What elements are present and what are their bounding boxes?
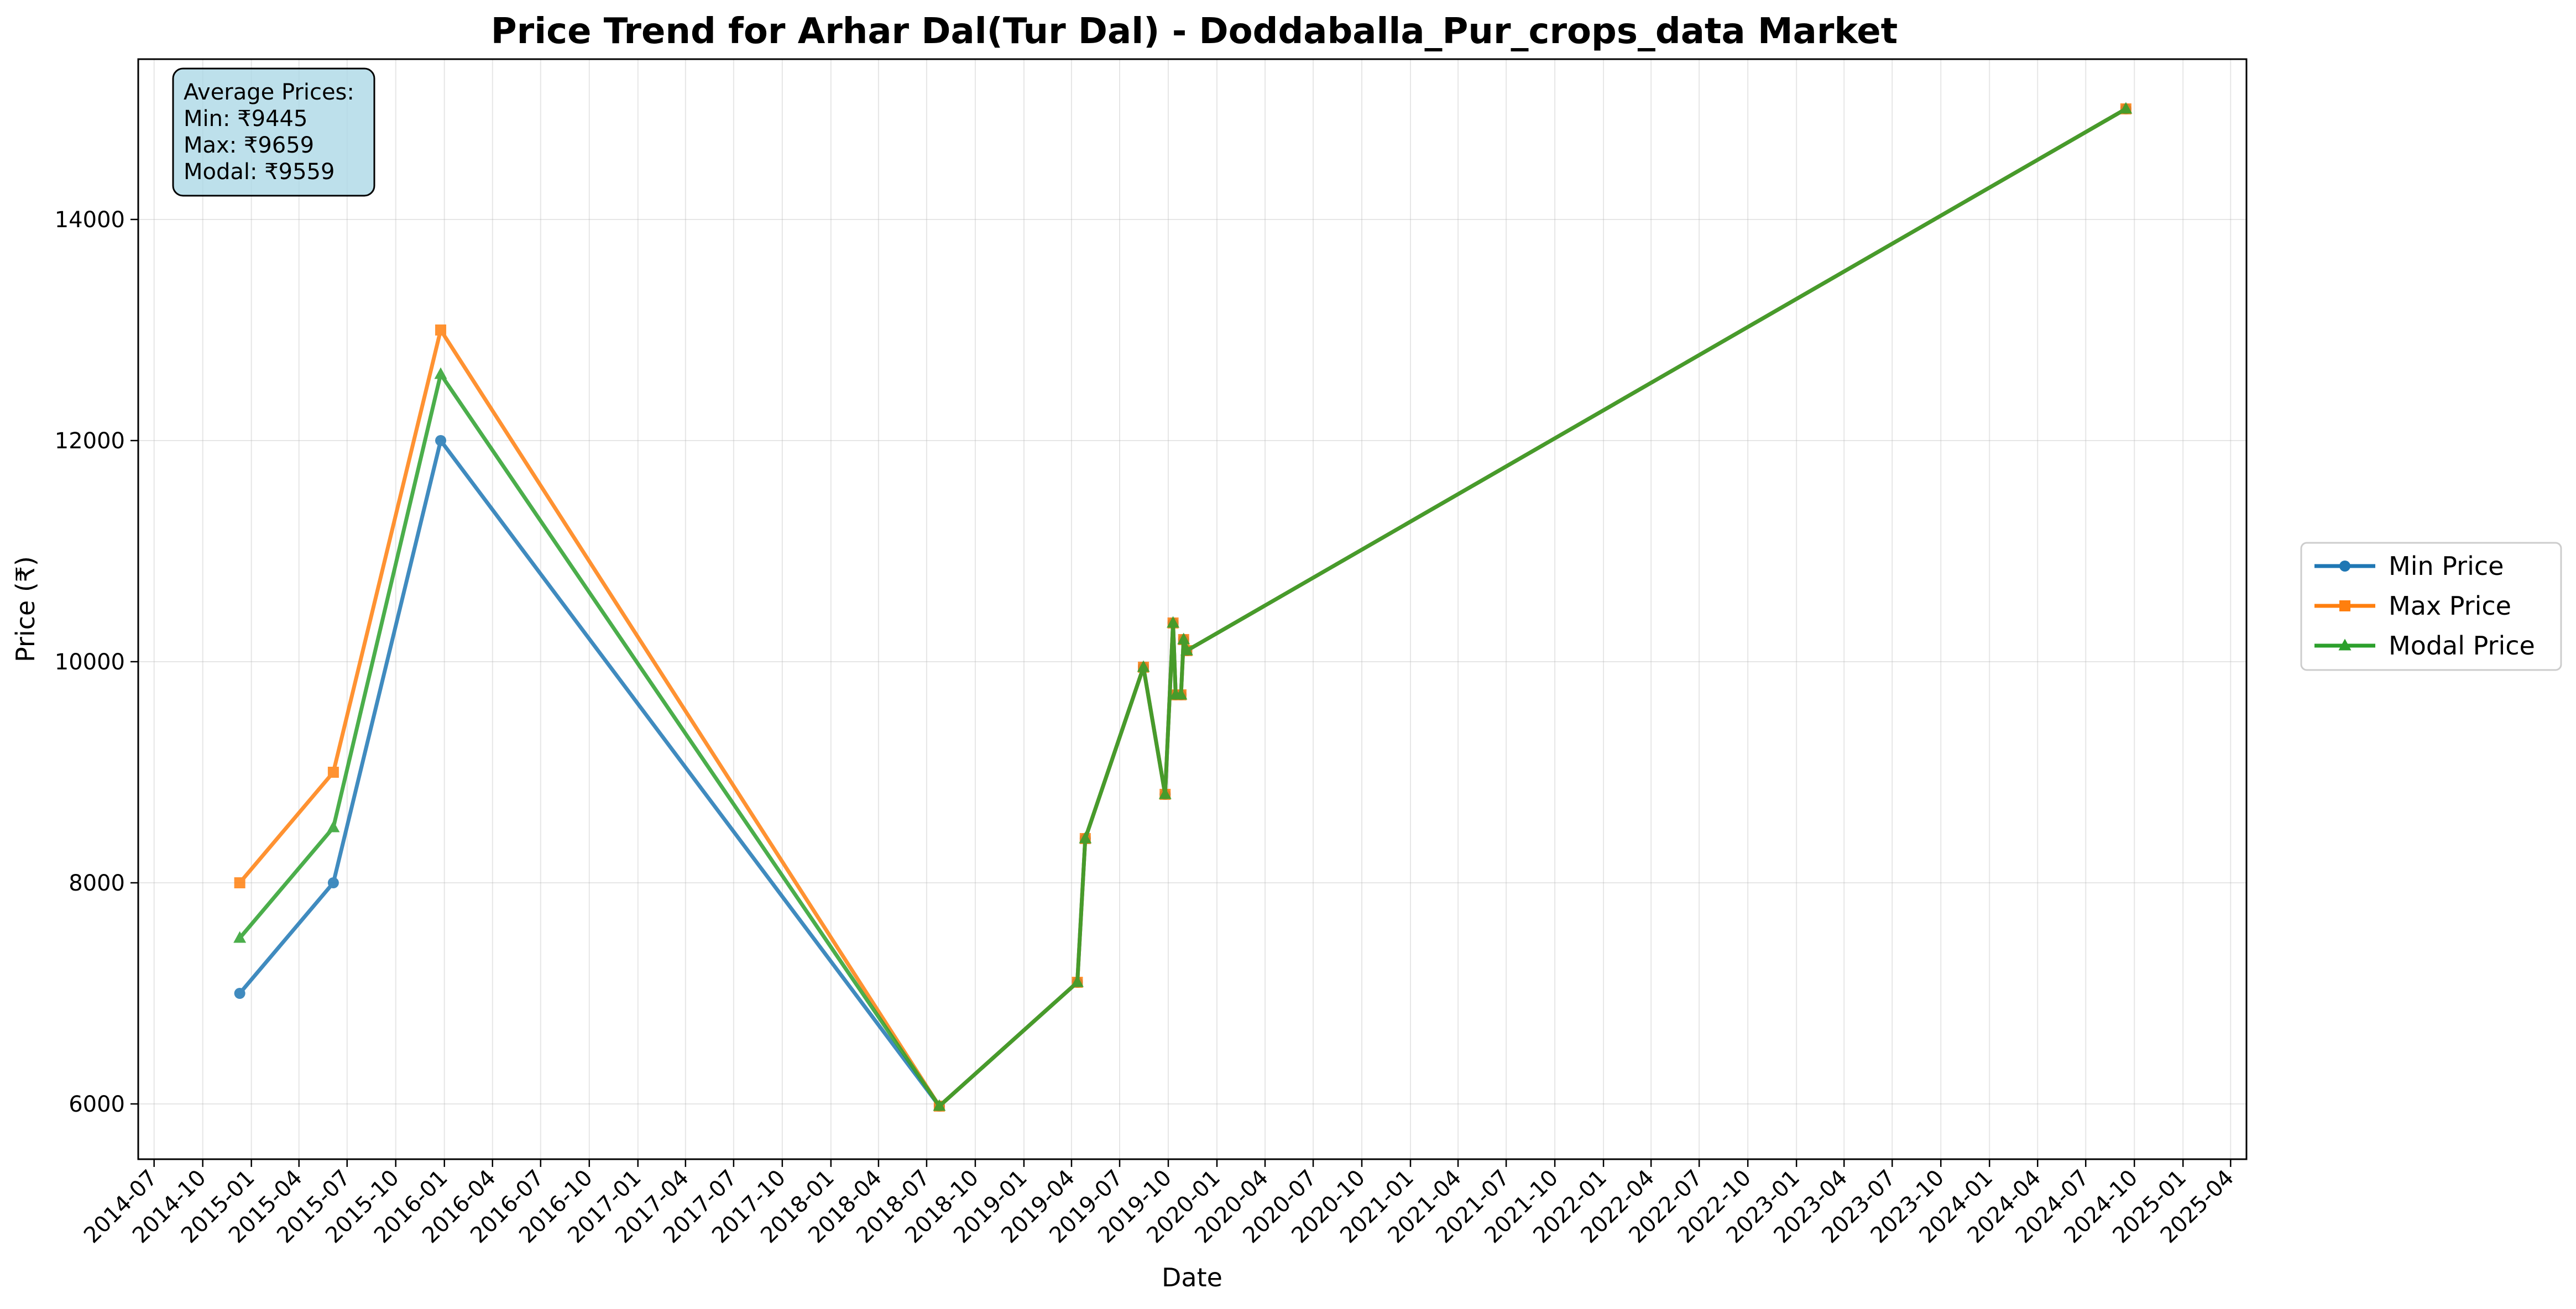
- average-prices-box: Average Prices: Min: ₹9445 Max: ₹9659 Mo…: [172, 67, 375, 197]
- x-axis-label: Date: [1162, 1263, 1222, 1292]
- legend-entry-modal-price: Modal Price: [2314, 631, 2535, 661]
- data-point-modal-price: [2119, 102, 2133, 114]
- y-tick-label: 6000: [69, 1092, 125, 1117]
- legend: Min Price Max Price Modal Price: [2300, 542, 2562, 671]
- y-tick-label: 14000: [55, 207, 125, 233]
- data-point-min-price: [435, 435, 447, 446]
- legend-marker-max-price: [2339, 600, 2350, 611]
- legend-entry-max-price: Max Price: [2314, 591, 2511, 621]
- average-min-price: Min: ₹9445: [184, 106, 307, 132]
- data-point-modal-price: [1158, 787, 1172, 799]
- legend-marker-symbol: [2339, 561, 2350, 572]
- y-tick-label: 12000: [55, 428, 125, 454]
- legend-label-min-price: Min Price: [2389, 551, 2504, 581]
- data-point-modal-price: [1167, 616, 1180, 628]
- average-max-price: Max: ₹9659: [184, 133, 314, 158]
- legend-marker-symbol: [2339, 600, 2350, 611]
- legend-label-max-price: Max Price: [2389, 591, 2511, 621]
- data-point-modal-price: [1070, 975, 1084, 987]
- legend-label-modal-price: Modal Price: [2389, 631, 2535, 661]
- average-prices-heading: Average Prices:: [184, 80, 354, 105]
- data-point-modal-price: [1180, 643, 1193, 656]
- plot-frame: [137, 58, 2248, 1160]
- data-point-modal-price: [1079, 831, 1092, 844]
- y-tick-label: 8000: [69, 871, 125, 896]
- legend-marker-symbol: [2338, 638, 2352, 651]
- average-modal-price: Modal: ₹9559: [184, 159, 335, 185]
- data-point-max-price: [435, 324, 447, 336]
- series-line-modal-price: [238, 107, 2128, 1108]
- data-point-modal-price: [434, 367, 447, 379]
- legend-entry-min-price: Min Price: [2314, 551, 2504, 581]
- data-point-min-price: [327, 877, 339, 888]
- data-point-modal-price: [933, 1099, 946, 1111]
- data-point-modal-price: [327, 820, 340, 832]
- legend-marker-modal-price: [2338, 638, 2352, 651]
- series-layer: [233, 102, 2133, 1112]
- data-point-max-price: [327, 767, 339, 778]
- series-modal-price: [233, 102, 2133, 1111]
- legend-frame: [2300, 542, 2562, 671]
- data-point-modal-price: [1174, 688, 1188, 700]
- grid-layer: [138, 59, 2246, 1159]
- data-point-modal-price: [1177, 632, 1190, 645]
- data-point-modal-price: [233, 931, 247, 943]
- data-point-min-price: [234, 988, 245, 999]
- legend-marker-min-price: [2339, 561, 2350, 572]
- chart-title: Price Trend for Arhar Dal(Tur Dal) - Dod…: [491, 11, 1898, 52]
- y-tick-label: 10000: [55, 650, 125, 675]
- data-point-modal-price: [1137, 660, 1150, 672]
- data-point-max-price: [234, 877, 245, 888]
- y-axis-label: Price (₹): [11, 556, 40, 662]
- average-prices-box-background: [172, 67, 375, 197]
